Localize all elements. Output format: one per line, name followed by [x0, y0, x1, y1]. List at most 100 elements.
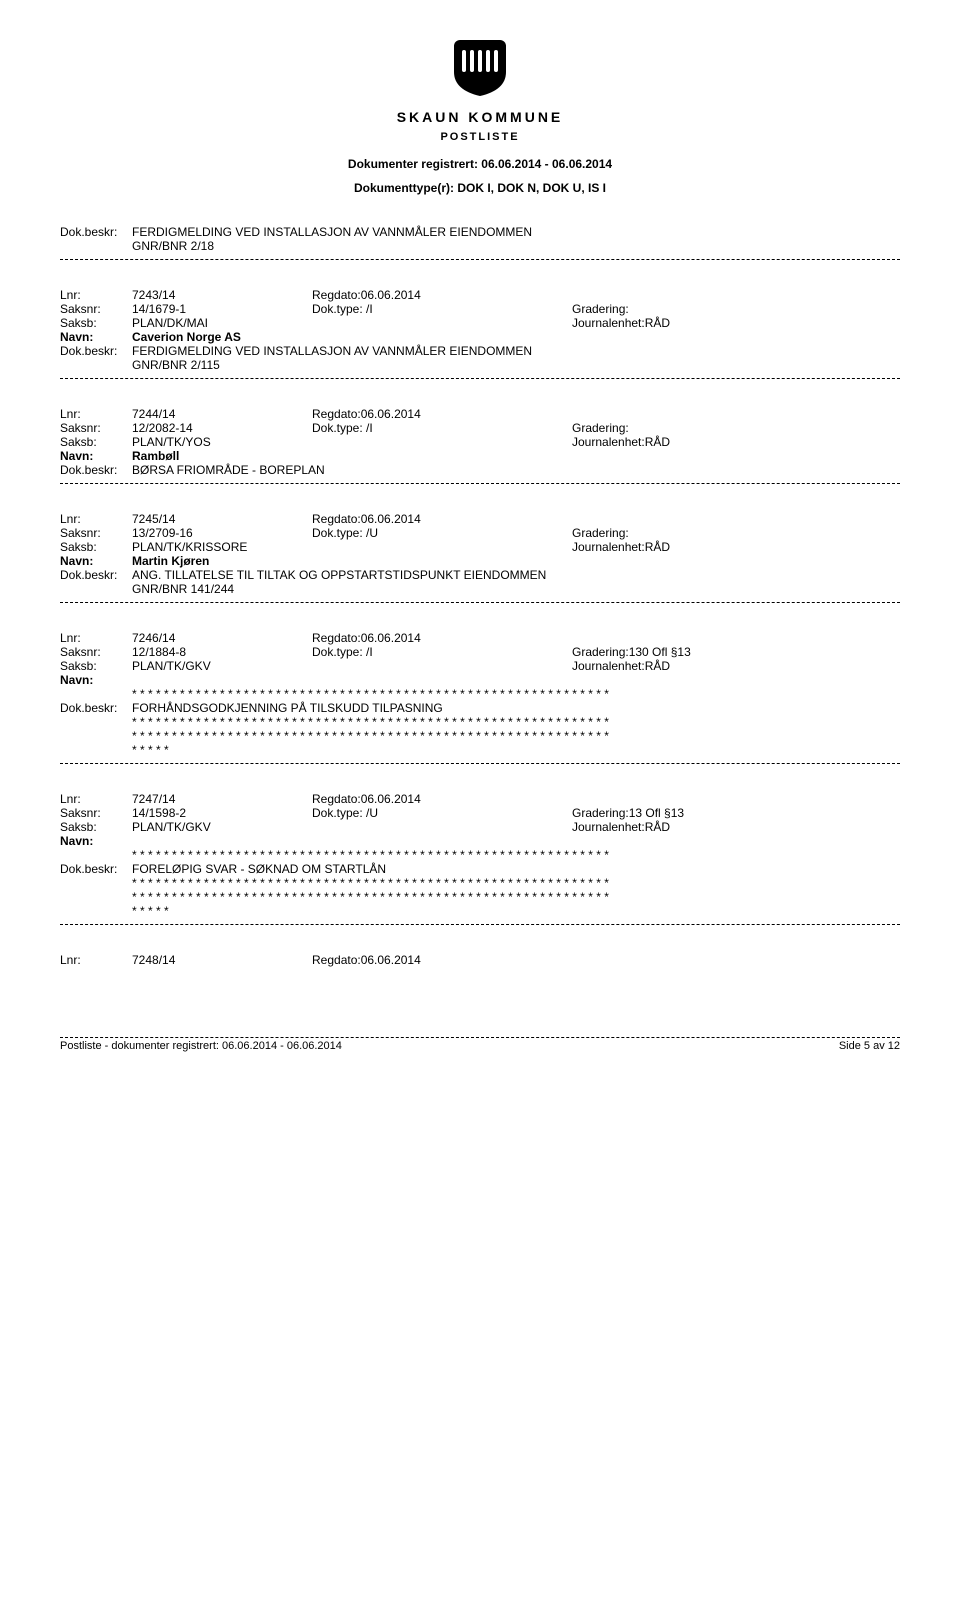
lnr-value: 7243/14	[132, 288, 312, 302]
lnr-label: Lnr:	[60, 631, 132, 645]
separator	[60, 602, 900, 603]
header-line1: Dokumenter registrert: 06.06.2014 - 06.0…	[60, 157, 900, 171]
redacted-line: * * * * * * * * * * * * * * * * * * * * …	[132, 729, 900, 743]
separator	[60, 924, 900, 925]
saksnr-label: Saksnr:	[60, 421, 132, 435]
saksnr-label: Saksnr:	[60, 302, 132, 316]
regdato: Regdato:06.06.2014	[312, 631, 572, 645]
blank	[312, 316, 572, 330]
dokbeskr-label: Dok.beskr:	[60, 862, 132, 876]
gradering: Gradering:13 Ofl §13	[572, 806, 684, 820]
entry: Lnr:7244/14Regdato:06.06.2014 Saksnr:12/2…	[60, 407, 900, 484]
saksnr-value: 12/2082-14	[132, 421, 312, 435]
dokbeskr-text-2: GNR/BNR 2/18	[132, 239, 900, 253]
dokbeskr-text-2: GNR/BNR 2/115	[132, 358, 900, 372]
lnr-label: Lnr:	[60, 792, 132, 806]
blank	[312, 659, 572, 673]
navn-label: Navn:	[60, 449, 132, 463]
footer-left: Postliste - dokumenter registrert: 06.06…	[60, 1040, 342, 1052]
saksb-value: PLAN/DK/MAI	[132, 316, 312, 330]
gradering: Gradering:130 Ofl §13	[572, 645, 691, 659]
lnr-value: 7248/14	[132, 953, 312, 967]
doktype: Dok.type: /I	[312, 645, 572, 659]
separator	[60, 378, 900, 379]
redacted-line: * * * * * * * * * * * * * * * * * * * * …	[132, 876, 900, 890]
navn-label: Navn:	[60, 554, 132, 568]
redacted-line: * * * * * * * * * * * * * * * * * * * * …	[132, 715, 900, 729]
gradering: Gradering:	[572, 526, 629, 540]
navn-value: Caverion Norge AS	[132, 330, 241, 344]
lnr-value: 7244/14	[132, 407, 312, 421]
saksb-value: PLAN/TK/KRISSORE	[132, 540, 312, 554]
lnr-label: Lnr:	[60, 288, 132, 302]
postliste-title: POSTLISTE	[60, 131, 900, 143]
page-header: SKAUN KOMMUNE POSTLISTE Dokumenter regis…	[60, 40, 900, 195]
dokbeskr-text: FERDIGMELDING VED INSTALLASJON AV VANNMÅ…	[132, 225, 532, 239]
saksb-label: Saksb:	[60, 316, 132, 330]
saksb-label: Saksb:	[60, 659, 132, 673]
redacted-line: * * * * *	[132, 743, 900, 757]
saksnr-label: Saksnr:	[60, 645, 132, 659]
dokbeskr-label: Dok.beskr:	[60, 225, 132, 239]
dokbeskr-label: Dok.beskr:	[60, 701, 132, 715]
dokbeskr-label: Dok.beskr:	[60, 463, 132, 477]
doktype: Dok.type: /U	[312, 526, 572, 540]
saksb-label: Saksb:	[60, 435, 132, 449]
lnr-label: Lnr:	[60, 407, 132, 421]
doktype: Dok.type: /I	[312, 302, 572, 316]
dokbeskr-text: BØRSA FRIOMRÅDE - BOREPLAN	[132, 463, 325, 477]
skaun-logo-icon	[450, 40, 510, 101]
navn-label: Navn:	[60, 673, 132, 687]
dokbeskr-label: Dok.beskr:	[60, 568, 132, 582]
navn-value: Martin Kjøren	[132, 554, 209, 568]
gradering: Gradering:	[572, 302, 629, 316]
redacted-line: * * * * * * * * * * * * * * * * * * * * …	[132, 890, 900, 904]
saksb-value: PLAN/TK/GKV	[132, 659, 312, 673]
lnr-label: Lnr:	[60, 953, 132, 967]
navn-label: Navn:	[60, 834, 132, 848]
gradering: Gradering:	[572, 421, 629, 435]
entry: Lnr:7245/14Regdato:06.06.2014 Saksnr:13/2…	[60, 512, 900, 603]
regdato: Regdato:06.06.2014	[312, 407, 572, 421]
doktype: Dok.type: /I	[312, 421, 572, 435]
saksb-value: PLAN/TK/YOS	[132, 435, 312, 449]
lnr-label: Lnr:	[60, 512, 132, 526]
blank	[312, 435, 572, 449]
blank	[312, 820, 572, 834]
lnr-value: 7245/14	[132, 512, 312, 526]
lnr-value: 7247/14	[132, 792, 312, 806]
saksb-value: PLAN/TK/GKV	[132, 820, 312, 834]
header-line2: Dokumenttype(r): DOK I, DOK N, DOK U, IS…	[60, 181, 900, 195]
journalenhet: Journalenhet:RÅD	[572, 540, 670, 554]
entry-fragment-top: Dok.beskr: FERDIGMELDING VED INSTALLASJO…	[60, 225, 900, 260]
redacted-line: * * * * * * * * * * * * * * * * * * * * …	[132, 687, 900, 701]
saksb-label: Saksb:	[60, 820, 132, 834]
regdato: Regdato:06.06.2014	[312, 792, 572, 806]
saksnr-label: Saksnr:	[60, 526, 132, 540]
blank	[312, 540, 572, 554]
journalenhet: Journalenhet:RÅD	[572, 820, 670, 834]
navn-value: Rambøll	[132, 449, 179, 463]
page-footer: Postliste - dokumenter registrert: 06.06…	[60, 1037, 900, 1052]
dokbeskr-text-2: GNR/BNR 141/244	[132, 582, 900, 596]
saksnr-value: 13/2709-16	[132, 526, 312, 540]
lnr-value: 7246/14	[132, 631, 312, 645]
entry: Lnr:7246/14Regdato:06.06.2014 Saksnr:12/1…	[60, 631, 900, 764]
entry: Lnr:7243/14Regdato:06.06.2014Saksnr:14/1…	[60, 288, 900, 379]
journalenhet: Journalenhet:RÅD	[572, 316, 670, 330]
dokbeskr-text: ANG. TILLATELSE TIL TILTAK OG OPPSTARTST…	[132, 568, 546, 582]
saksb-label: Saksb:	[60, 540, 132, 554]
redacted-line: * * * * *	[132, 904, 900, 918]
footer-right: Side 5 av 12	[839, 1040, 900, 1052]
navn-label: Navn:	[60, 330, 132, 344]
redacted-line: * * * * * * * * * * * * * * * * * * * * …	[132, 848, 900, 862]
regdato: Regdato:06.06.2014	[312, 512, 572, 526]
saksnr-value: 12/1884-8	[132, 645, 312, 659]
regdato: Regdato:06.06.2014	[312, 288, 572, 302]
org-name: SKAUN KOMMUNE	[60, 109, 900, 125]
entry: Lnr:7247/14Regdato:06.06.2014Saksnr:14/1…	[60, 792, 900, 925]
journalenhet: Journalenhet:RÅD	[572, 659, 670, 673]
dokbeskr-text: FERDIGMELDING VED INSTALLASJON AV VANNMÅ…	[132, 344, 532, 358]
dokbeskr-text: FORHÅNDSGODKJENNING PÅ TILSKUDD TILPASNI…	[132, 701, 443, 715]
entry-fragment-bottom: Lnr: 7248/14 Regdato:06.06.2014	[60, 953, 900, 967]
